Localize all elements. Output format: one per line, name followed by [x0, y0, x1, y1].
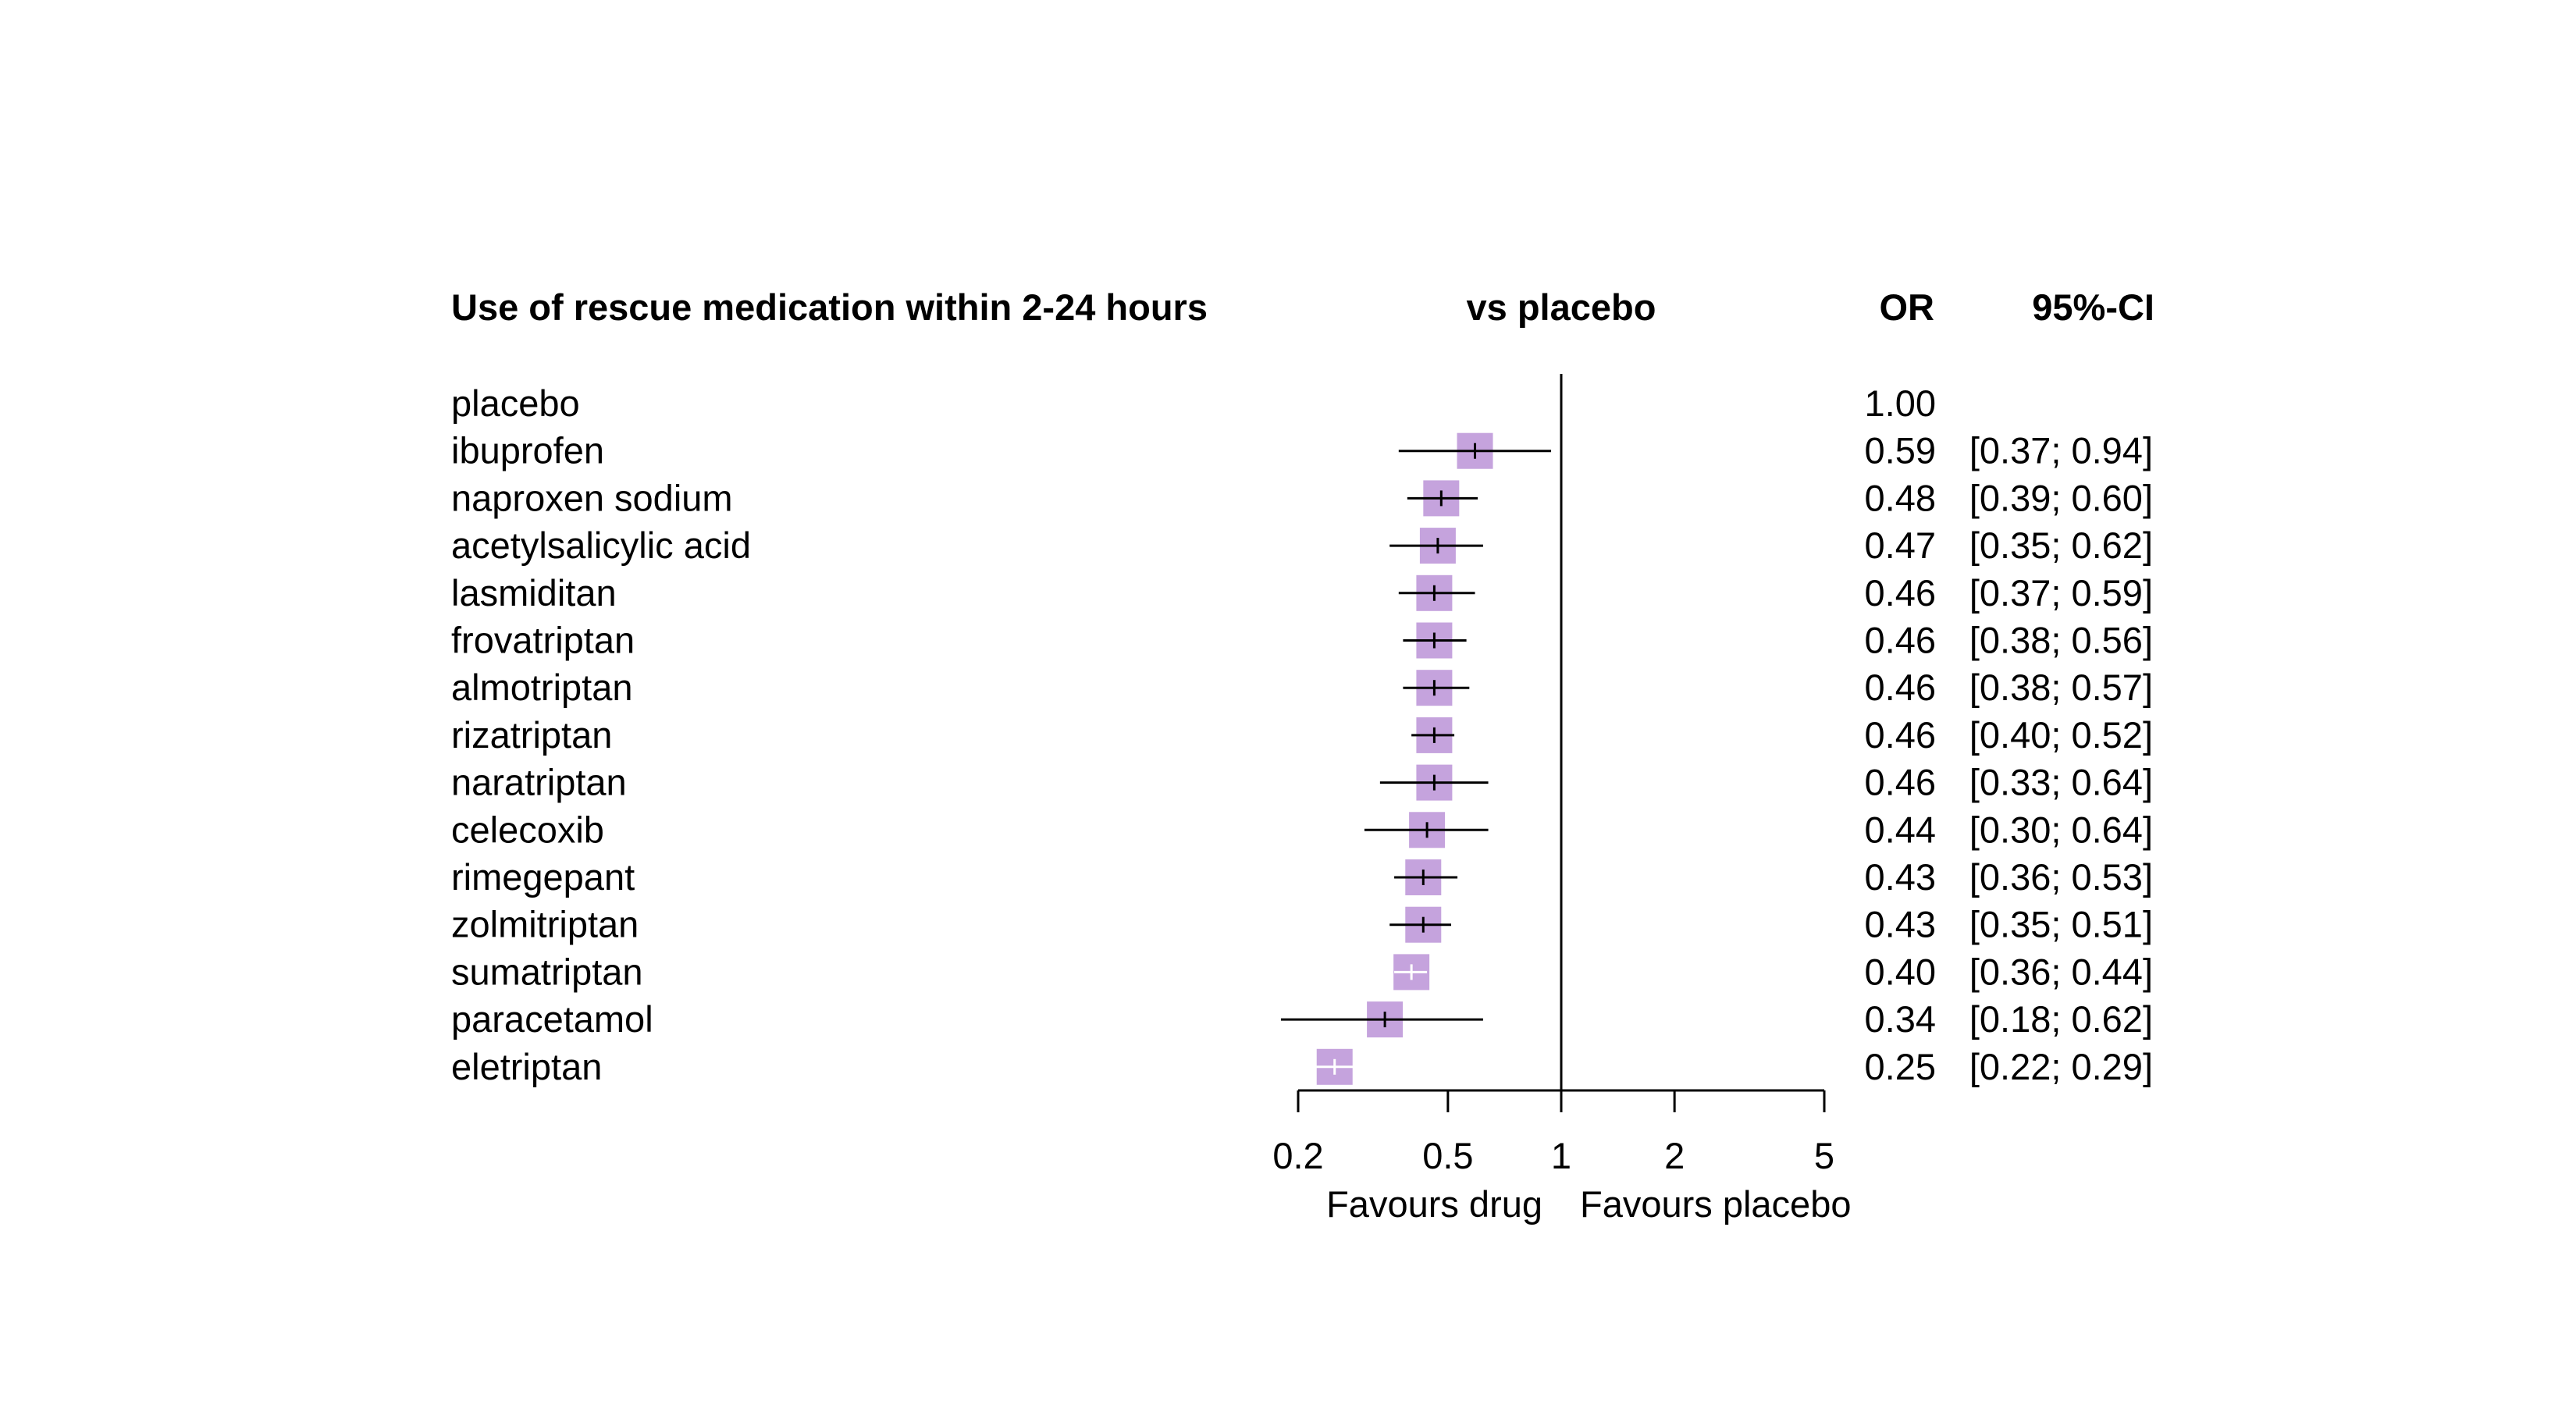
row-label: acetylsalicylic acid — [451, 525, 751, 566]
ci-value: [0.36; 0.53] — [1969, 856, 2153, 898]
header-comparison: vs placebo — [1467, 286, 1656, 328]
ci-value: [0.38; 0.57] — [1969, 667, 2153, 708]
or-value: 0.46 — [1865, 572, 1936, 614]
row-label: eletriptan — [451, 1046, 602, 1087]
ci-value: [0.18; 0.62] — [1969, 998, 2153, 1040]
x-tick-label: 5 — [1814, 1135, 1834, 1176]
x-tick-label: 0.5 — [1422, 1135, 1473, 1176]
or-value: 0.46 — [1865, 667, 1936, 708]
table-row: celecoxib 0.44 [0.30; 0.64] — [451, 809, 2153, 850]
ci-value: [0.38; 0.56] — [1969, 620, 2153, 661]
row-label: lasmiditan — [451, 572, 617, 614]
header-or: OR — [1880, 286, 1935, 328]
row-label: placebo — [451, 382, 580, 424]
x-axis: 0.2 0.5 1 2 5 Favours drug Favours placebo — [1272, 1089, 1851, 1225]
favours-drug-label: Favours drug — [1326, 1183, 1542, 1225]
or-value: 0.44 — [1865, 809, 1936, 850]
row-label: ibuprofen — [451, 430, 604, 471]
ci-value: [0.30; 0.64] — [1969, 809, 2153, 850]
ci-value: [0.40; 0.52] — [1969, 714, 2153, 756]
favours-placebo-label: Favours placebo — [1580, 1183, 1851, 1225]
row-label: frovatriptan — [451, 620, 635, 661]
or-value: 0.25 — [1865, 1046, 1936, 1087]
table-row: rimegepant 0.43 [0.36; 0.53] — [451, 856, 2153, 898]
table-rows: placebo 1.00 ibuprofen 0.59 [0.37; 0.94] napr… — [451, 382, 2153, 1087]
row-label: rimegepant — [451, 856, 635, 898]
ci-value: [0.37; 0.94] — [1969, 430, 2153, 471]
table-row: rizatriptan 0.46 [0.40; 0.52] — [451, 714, 2153, 756]
or-value: 0.46 — [1865, 762, 1936, 803]
table-row: naratriptan 0.46 [0.33; 0.64] — [451, 762, 2153, 803]
table-row: lasmiditan 0.46 [0.37; 0.59] — [451, 572, 2153, 614]
row-label: sumatriptan — [451, 951, 643, 992]
or-value: 1.00 — [1865, 382, 1936, 424]
ci-value: [0.39; 0.60] — [1969, 477, 2153, 518]
table-row: naproxen sodium 0.48 [0.39; 0.60] — [451, 477, 2153, 518]
row-label: naratriptan — [451, 762, 627, 803]
row-label: naproxen sodium — [451, 477, 733, 518]
table-row: acetylsalicylic acid 0.47 [0.35; 0.62] — [451, 525, 2153, 566]
table-row: zolmitriptan 0.43 [0.35; 0.51] — [451, 904, 2153, 945]
row-label: celecoxib — [451, 809, 604, 850]
table-row: ibuprofen 0.59 [0.37; 0.94] — [451, 430, 2153, 471]
or-value: 0.46 — [1865, 620, 1936, 661]
row-label: paracetamol — [451, 998, 653, 1040]
or-value: 0.47 — [1865, 525, 1936, 566]
x-tick-label: 0.2 — [1272, 1135, 1323, 1176]
or-value: 0.48 — [1865, 477, 1936, 518]
plot-area — [1280, 374, 1563, 1090]
or-value: 0.34 — [1865, 998, 1936, 1040]
or-value: 0.59 — [1865, 430, 1936, 471]
or-value: 0.40 — [1865, 951, 1936, 992]
x-tick-label: 2 — [1664, 1135, 1685, 1176]
x-tick-label: 1 — [1551, 1135, 1571, 1176]
table-row: placebo 1.00 — [451, 382, 1936, 424]
ci-value: [0.35; 0.62] — [1969, 525, 2153, 566]
table-row: eletriptan 0.25 [0.22; 0.29] — [451, 1046, 2153, 1087]
header-ci: 95%-CI — [2032, 286, 2154, 328]
ci-value: [0.35; 0.51] — [1969, 904, 2153, 945]
row-label: rizatriptan — [451, 714, 612, 756]
table-row: frovatriptan 0.46 [0.38; 0.56] — [451, 620, 2153, 661]
table-row: paracetamol 0.34 [0.18; 0.62] — [451, 998, 2153, 1040]
table-row: sumatriptan 0.40 [0.36; 0.44] — [451, 951, 2153, 992]
row-label: almotriptan — [451, 667, 633, 708]
row-label: zolmitriptan — [451, 904, 639, 945]
ci-value: [0.37; 0.59] — [1969, 572, 2153, 614]
or-value: 0.43 — [1865, 856, 1936, 898]
or-value: 0.46 — [1865, 714, 1936, 756]
ci-value: [0.33; 0.64] — [1969, 762, 2153, 803]
header-title: Use of rescue medication within 2-24 hou… — [451, 286, 1208, 328]
ci-value: [0.36; 0.44] — [1969, 951, 2153, 992]
or-value: 0.43 — [1865, 904, 1936, 945]
table-row: almotriptan 0.46 [0.38; 0.57] — [451, 667, 2153, 708]
ci-value: [0.22; 0.29] — [1969, 1046, 2153, 1087]
